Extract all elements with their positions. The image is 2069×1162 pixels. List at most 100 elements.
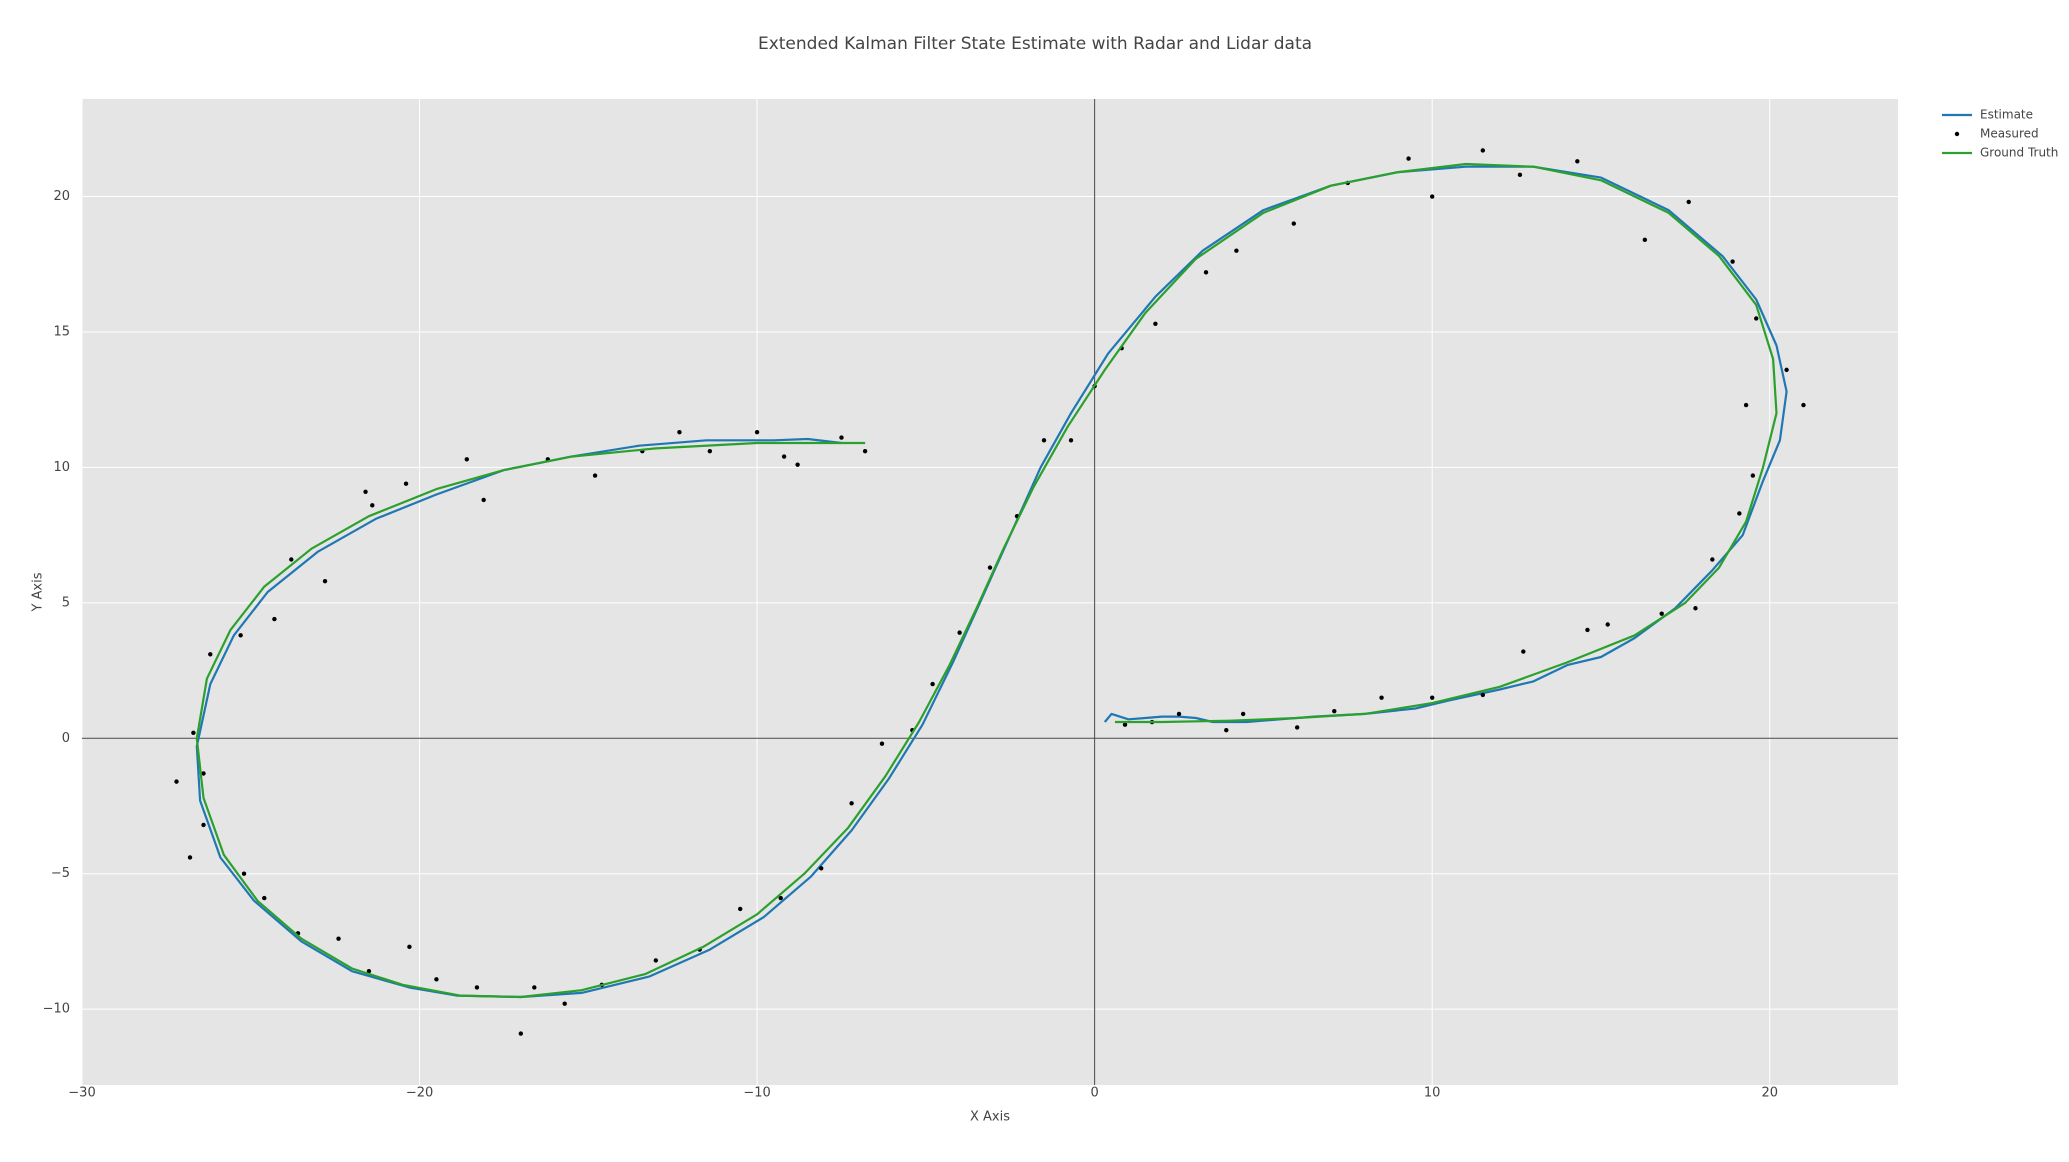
point [1801, 402, 1806, 408]
legend-label: Measured [1980, 127, 2039, 141]
x-tick-label: 10 [1424, 1086, 1441, 1101]
point [1686, 199, 1691, 205]
point [1224, 727, 1229, 733]
point [474, 985, 480, 990]
point [201, 822, 206, 828]
point [1730, 259, 1735, 264]
plot-area [82, 99, 1898, 1085]
point [191, 730, 196, 736]
legend-label: Ground Truth [1980, 146, 2058, 160]
series-line [195, 162, 1778, 999]
point [707, 448, 713, 454]
point [653, 958, 659, 963]
point [201, 771, 206, 776]
point [862, 448, 868, 454]
point [1575, 159, 1580, 164]
point [957, 630, 962, 635]
point [1517, 172, 1523, 178]
point [1480, 692, 1486, 698]
point [1294, 725, 1300, 730]
legend-label: Estimate [1980, 108, 2033, 122]
point [1203, 270, 1209, 275]
point [1585, 627, 1590, 633]
point [1784, 367, 1789, 373]
point [1041, 438, 1047, 443]
y-axis-label: Y Axis [31, 572, 46, 612]
point [1754, 316, 1759, 321]
point [1153, 321, 1158, 327]
point [518, 1031, 524, 1036]
y-tick-label: −5 [51, 866, 70, 881]
point [1122, 722, 1128, 727]
point [1659, 611, 1664, 616]
x-tick-label: −20 [406, 1086, 433, 1101]
point [1605, 622, 1610, 627]
point [1332, 708, 1337, 714]
point [336, 936, 341, 941]
point [819, 866, 824, 871]
point [370, 503, 375, 508]
point [241, 871, 247, 876]
x-tick-label: 20 [1761, 1086, 1778, 1101]
point [1710, 557, 1715, 562]
point [1068, 438, 1074, 443]
x-tick-label: −10 [743, 1086, 770, 1101]
point [1693, 606, 1698, 611]
x-axis-label: X Axis [970, 1110, 1010, 1125]
point [1642, 237, 1648, 243]
point [930, 681, 935, 687]
point [1750, 473, 1756, 478]
point [1429, 194, 1435, 199]
point [464, 457, 470, 462]
point [754, 429, 760, 435]
point [174, 779, 179, 784]
point [795, 462, 800, 467]
point [778, 895, 783, 901]
point [272, 616, 277, 622]
point [1406, 156, 1411, 161]
point [262, 895, 267, 901]
point [363, 489, 368, 494]
point [562, 1001, 567, 1006]
point [879, 741, 885, 746]
point [1480, 148, 1486, 153]
point [532, 985, 537, 990]
point [781, 454, 787, 459]
point [208, 652, 213, 657]
point [1737, 511, 1742, 516]
point [677, 429, 682, 435]
y-tick-label: 10 [53, 460, 70, 475]
point [403, 481, 409, 486]
x-tick-label: 0 [1090, 1086, 1098, 1101]
point [289, 557, 294, 562]
point [1429, 695, 1435, 700]
legend-swatch [1954, 131, 1960, 137]
x-tick-label: −30 [68, 1086, 95, 1101]
point [1240, 711, 1246, 717]
point [738, 906, 743, 912]
point [839, 435, 844, 440]
point [849, 801, 854, 806]
y-tick-label: 20 [53, 189, 70, 204]
point [1379, 695, 1384, 700]
point [987, 565, 993, 570]
series-line [195, 165, 1788, 999]
y-tick-label: 5 [62, 595, 70, 610]
point [322, 578, 328, 584]
point [1176, 711, 1182, 717]
point [238, 633, 243, 638]
point [592, 473, 598, 478]
y-tick-label: 0 [62, 731, 70, 746]
y-tick-label: −10 [43, 1002, 70, 1017]
point [1521, 649, 1526, 654]
point [407, 944, 412, 950]
point [1743, 402, 1749, 408]
point [1291, 221, 1296, 226]
point [366, 969, 372, 974]
y-tick-label: 15 [53, 324, 70, 339]
point [187, 855, 193, 860]
point [1234, 248, 1239, 253]
point [481, 497, 486, 503]
chart-title: Extended Kalman Filter State Estimate wi… [758, 34, 1312, 54]
